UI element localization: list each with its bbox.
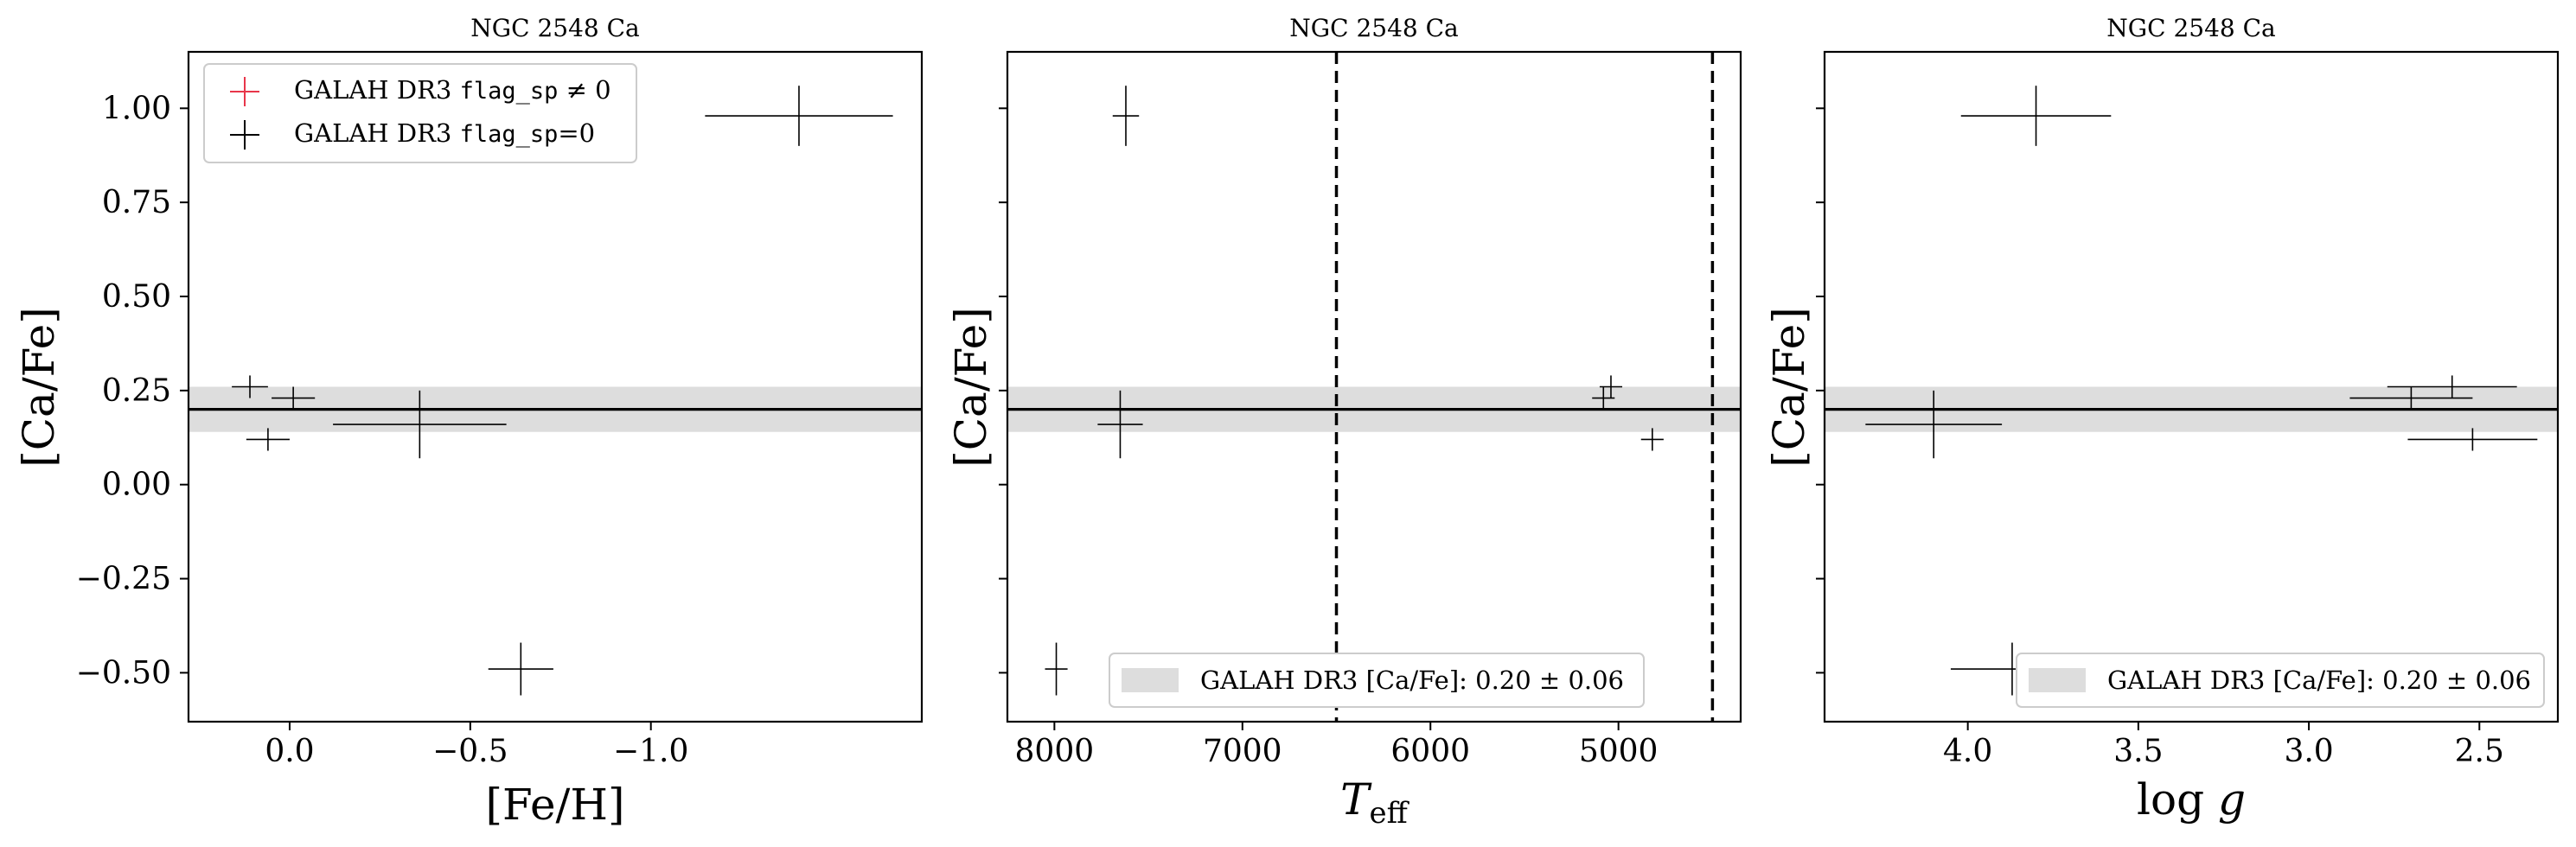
y-tick-label: 0.75 [102,185,171,220]
axes-frame [1823,50,2560,723]
x-tick-label: 2.5 [2455,734,2504,769]
panel-feh: NGC 2548 Ca 0.0 −0.5 −1.0 −0.50 −0.25 0.00 0.… [14,14,924,830]
legend-label-flagged: GALAH DR3 flag_sp ≠ 0 [294,75,611,105]
x-tick-label: −0.5 [432,734,508,769]
data-point [1112,86,1140,146]
panel-title: NGC 2548 Ca [1289,14,1458,42]
data-point [1865,390,2003,459]
x-tick-label: 8000 [1015,734,1095,769]
y-tick-label: 0.50 [102,279,171,315]
x-axis-label: Teff [1340,774,1409,831]
legend-band-swatch [1122,668,1179,692]
data-point [488,642,553,696]
data-point [2387,375,2517,398]
x-tick-label: −1.0 [613,734,688,769]
data-point [1045,642,1068,696]
x-tick-label: 4.0 [1943,734,1992,769]
y-axis-label: [Ca/Fe] [14,307,64,467]
legend-band-swatch [2029,668,2086,692]
x-axis-label: log g [2137,774,2246,825]
panel-logg: NGC 2548 Ca 4.0 3.5 3.0 2.5 log g [Ca/Fe] G… [1764,14,2560,825]
data-point [1599,375,1623,398]
x-tick-label: 3.5 [2113,734,2163,769]
x-axis-label: [Fe/H] [485,780,624,830]
panel-teff: NGC 2548 Ca 8000 7000 6000 5000 Teff [Ca/Fe… [946,14,1742,831]
data-point [1640,428,1664,451]
data-point [272,386,316,410]
x-tick-label: 3.0 [2284,734,2333,769]
legend-band-label: GALAH DR3 [Ca/Fe]: 0.20 ± 0.06 [1200,666,1624,695]
legend-band-label: GALAH DR3 [Ca/Fe]: 0.20 ± 0.06 [2107,666,2531,695]
x-tick-label: 0.0 [265,734,314,769]
data-point [1960,86,2112,146]
y-axis-label: [Ca/Fe] [1764,307,1814,467]
legend-marker-flagged [230,77,259,106]
data-point [246,428,290,451]
legend-box [1109,653,1645,708]
data-point [705,86,893,146]
data-point [2407,428,2538,451]
y-tick-label: −0.50 [76,655,171,691]
y-tick-label: 1.00 [102,91,171,126]
data-point [333,390,507,459]
data-point [1097,390,1143,459]
panel-title: NGC 2548 Ca [2106,14,2275,42]
legend-label-unflagged: GALAH DR3 flag_sp=0 [294,118,595,148]
y-tick-label: 0.00 [102,468,171,503]
y-axis-label: [Ca/Fe] [946,307,996,467]
legend: GALAH DR3 [Ca/Fe]: 0.20 ± 0.06 [2016,653,2545,708]
x-tick-label: 5000 [1579,734,1659,769]
y-tick-label: −0.25 [76,562,171,597]
axes-frame [1006,50,1742,723]
legend: GALAH DR3 [Ca/Fe]: 0.20 ± 0.06 [1109,653,1645,708]
legend: GALAH DR3 flag_sp ≠ 0 GALAH DR3 flag_sp=… [203,63,637,163]
data-point [232,375,268,398]
x-tick-label: 7000 [1203,734,1282,769]
legend-marker-unflagged [230,120,259,150]
x-tick-label: 6000 [1390,734,1470,769]
legend-box [203,63,637,163]
axes-frame [187,50,924,723]
panel-title: NGC 2548 Ca [470,14,639,42]
y-tick-label: 0.25 [102,373,171,409]
legend-box [2016,653,2545,708]
